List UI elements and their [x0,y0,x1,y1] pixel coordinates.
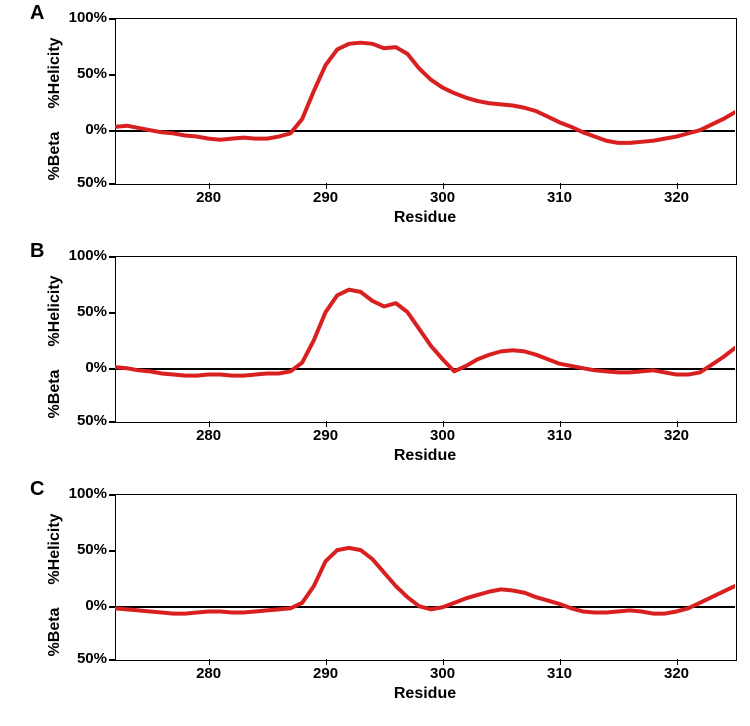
xtick-mark [677,421,679,427]
xtick-mark [326,183,328,189]
xlabel-C: Residue [115,685,735,703]
panel-B: B0%50%100%50%%Helicity%Beta2802903003103… [0,238,750,483]
xtick-mark [209,421,211,427]
xtick-mark [560,421,562,427]
xtick-mark [209,659,211,665]
xtick-310-C: 310 [540,665,580,682]
xtick-310-A: 310 [540,189,580,206]
xtick-290-B: 290 [306,427,346,444]
xtick-320-A: 320 [657,189,697,206]
ylabel-helicity-A: %Helicity [46,23,64,123]
ylabel-helicity-C: %Helicity [46,499,64,599]
series-B [115,256,735,421]
ytick-mark [109,421,115,423]
ylabel-beta-B: %Beta [46,349,64,439]
xtick-300-A: 300 [423,189,463,206]
series-C [115,494,735,659]
figure: A0%50%100%50%%Helicity%Beta2802903003103… [0,0,750,726]
xtick-280-B: 280 [189,427,229,444]
xtick-300-C: 300 [423,665,463,682]
xtick-mark [326,659,328,665]
xtick-mark [209,183,211,189]
ylabel-helicity-B: %Helicity [46,261,64,361]
xtick-300-B: 300 [423,427,463,444]
ylabel-beta-A: %Beta [46,111,64,201]
xtick-mark [443,659,445,665]
xtick-310-B: 310 [540,427,580,444]
xtick-280-C: 280 [189,665,229,682]
panel-label-C: C [30,478,44,501]
panel-A: A0%50%100%50%%Helicity%Beta2802903003103… [0,0,750,245]
xtick-mark [326,421,328,427]
xtick-mark [560,659,562,665]
xtick-mark [443,183,445,189]
ytick-mark [109,183,115,185]
xtick-mark [560,183,562,189]
xlabel-B: Residue [115,447,735,465]
xtick-290-A: 290 [306,189,346,206]
xtick-320-C: 320 [657,665,697,682]
xtick-280-A: 280 [189,189,229,206]
ytick-mark [109,659,115,661]
xtick-mark [443,421,445,427]
panel-label-B: B [30,240,44,263]
series-A [115,18,735,183]
xtick-290-C: 290 [306,665,346,682]
xtick-320-B: 320 [657,427,697,444]
xtick-mark [677,659,679,665]
panel-label-A: A [30,2,44,25]
ylabel-beta-C: %Beta [46,587,64,677]
xtick-mark [677,183,679,189]
panel-C: C0%50%100%50%%Helicity%Beta2802903003103… [0,476,750,721]
xlabel-A: Residue [115,209,735,227]
